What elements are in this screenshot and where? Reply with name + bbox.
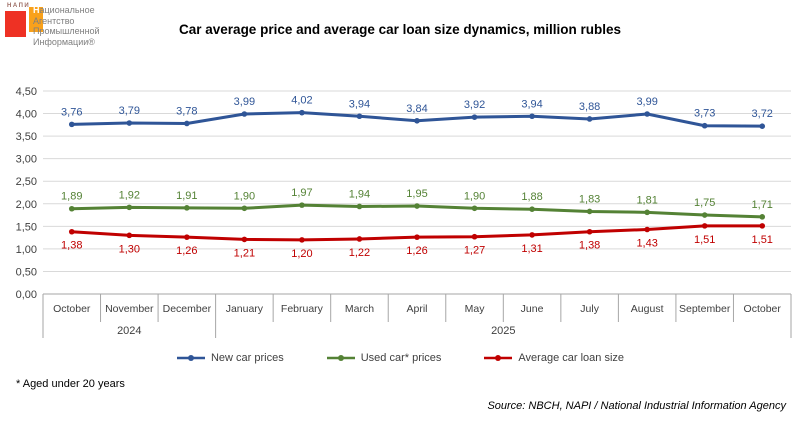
svg-text:2024: 2024 <box>117 325 141 337</box>
svg-text:1,20: 1,20 <box>291 248 312 260</box>
chart-title: Car average price and average car loan s… <box>179 22 621 37</box>
legend-label: Used car* prices <box>360 352 442 364</box>
svg-text:January: January <box>226 303 264 315</box>
svg-text:2025: 2025 <box>491 325 515 337</box>
logo-line2: Агентство <box>33 15 75 26</box>
svg-text:1,26: 1,26 <box>406 245 427 257</box>
svg-text:October: October <box>744 303 782 315</box>
svg-text:2,50: 2,50 <box>16 176 37 188</box>
svg-text:1,90: 1,90 <box>234 190 255 202</box>
svg-text:1,71: 1,71 <box>752 199 773 211</box>
legend-line-marker-icon <box>176 355 205 361</box>
svg-text:3,72: 3,72 <box>752 108 773 120</box>
svg-text:3,88: 3,88 <box>579 101 600 113</box>
logo-red-square-icon <box>5 11 26 37</box>
legend-label: Average car loan size <box>518 352 625 364</box>
logo-line1-first: Н <box>33 5 40 15</box>
svg-text:February: February <box>281 303 324 315</box>
svg-text:1,26: 1,26 <box>176 245 197 257</box>
svg-text:4,00: 4,00 <box>16 109 37 121</box>
logo-line1-rest: ациональное <box>39 5 95 15</box>
logo-line3: Промышленной <box>33 26 100 36</box>
svg-text:4,50: 4,50 <box>16 86 37 98</box>
svg-text:0,50: 0,50 <box>16 266 37 278</box>
svg-text:1,00: 1,00 <box>16 244 37 256</box>
svg-text:3,73: 3,73 <box>694 108 715 120</box>
svg-text:0,00: 0,00 <box>16 289 37 301</box>
logo-wordmark: Национальное Агентство Промышленной Инфо… <box>33 5 100 47</box>
svg-text:2,00: 2,00 <box>16 199 37 211</box>
legend-line-marker-icon <box>326 355 355 361</box>
svg-text:September: September <box>679 303 731 315</box>
logo-orange-square-icon <box>29 7 43 32</box>
svg-text:1,21: 1,21 <box>234 247 255 259</box>
legend-line-marker-icon <box>484 355 513 361</box>
svg-text:November: November <box>105 303 154 315</box>
svg-text:1,30: 1,30 <box>119 243 140 255</box>
svg-text:1,94: 1,94 <box>349 188 370 200</box>
legend-label: New car prices <box>210 352 284 364</box>
svg-text:3,99: 3,99 <box>234 96 255 108</box>
chart-area: 0,00 0,50 1,00 1,50 2,00 2,50 3,00 3,50 4,00 4,50… <box>0 84 800 344</box>
svg-text:3,76: 3,76 <box>61 106 82 118</box>
svg-text:1,75: 1,75 <box>694 197 715 209</box>
svg-text:1,90: 1,90 <box>464 190 485 202</box>
svg-text:4,02: 4,02 <box>291 95 312 107</box>
source-line: Source: NBCH, NAPI / National Industrial… <box>487 400 786 412</box>
svg-text:1,88: 1,88 <box>521 191 542 203</box>
svg-text:3,92: 3,92 <box>464 99 485 111</box>
legend-item-used-car-prices: Used car* prices <box>326 352 442 364</box>
svg-text:1,51: 1,51 <box>752 234 773 246</box>
svg-text:1,91: 1,91 <box>176 190 197 202</box>
svg-text:March: March <box>345 303 374 315</box>
svg-text:3,94: 3,94 <box>349 98 370 110</box>
svg-text:May: May <box>465 303 486 315</box>
svg-text:3,79: 3,79 <box>119 105 140 117</box>
svg-text:1,83: 1,83 <box>579 193 600 205</box>
svg-text:July: July <box>580 303 599 315</box>
svg-text:August: August <box>631 303 664 315</box>
svg-text:1,92: 1,92 <box>119 189 140 201</box>
footnote: * Aged under 20 years <box>16 378 125 390</box>
logo-line4: Информации® <box>33 36 95 47</box>
svg-text:1,22: 1,22 <box>349 247 370 259</box>
napi-logo: НАПИ Национальное Агентство Промышленной… <box>3 2 153 57</box>
svg-text:1,81: 1,81 <box>636 194 657 206</box>
svg-text:December: December <box>163 303 212 315</box>
svg-text:October: October <box>53 303 91 315</box>
svg-text:1,89: 1,89 <box>61 191 82 203</box>
line-chart: 0,00 0,50 1,00 1,50 2,00 2,50 3,00 3,50 4,00 4,50… <box>16 86 792 338</box>
svg-text:1,50: 1,50 <box>16 221 37 233</box>
chart-legend: New car prices Used car* prices Average ca… <box>0 348 800 368</box>
svg-text:3,78: 3,78 <box>176 105 197 117</box>
svg-text:1,51: 1,51 <box>694 234 715 246</box>
svg-text:1,27: 1,27 <box>464 245 485 257</box>
svg-text:1,43: 1,43 <box>636 237 657 249</box>
svg-text:3,84: 3,84 <box>406 103 427 115</box>
svg-text:June: June <box>521 303 544 315</box>
svg-text:1,38: 1,38 <box>61 240 82 252</box>
svg-text:3,99: 3,99 <box>636 96 657 108</box>
svg-text:1,38: 1,38 <box>579 240 600 252</box>
svg-text:1,31: 1,31 <box>521 243 542 255</box>
svg-text:1,97: 1,97 <box>291 187 312 199</box>
svg-text:3,00: 3,00 <box>16 154 37 166</box>
svg-text:3,50: 3,50 <box>16 131 37 143</box>
logo-napi-text: НАПИ <box>7 3 31 9</box>
svg-text:April: April <box>406 303 427 315</box>
legend-item-new-car-prices: New car prices <box>176 352 284 364</box>
svg-text:3,94: 3,94 <box>521 98 542 110</box>
svg-text:1,95: 1,95 <box>406 188 427 200</box>
legend-item-average-car-loan-size: Average car loan size <box>483 352 624 364</box>
